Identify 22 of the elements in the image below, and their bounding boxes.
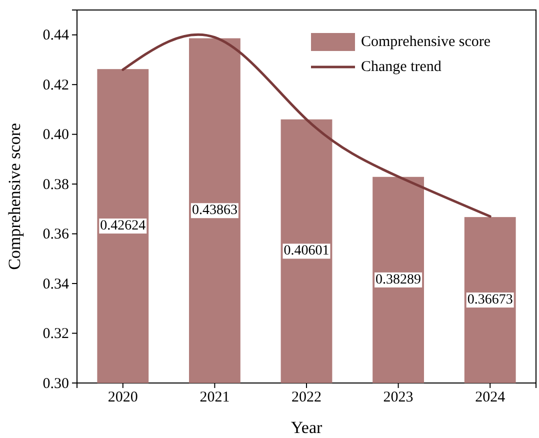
y-tick-label: 0.44 [42,28,70,44]
x-axis-title: Year [290,418,322,437]
data-label: 0.36673 [467,292,513,308]
data-label: 0.42624 [100,218,146,234]
y-tick-label: 0.38 [42,176,69,193]
x-tick-label: 2023 [383,390,414,406]
y-tick-label: 0.36 [42,226,70,243]
y-tick-label: 0.40 [42,127,69,144]
y-tick-label: 0.42 [42,77,69,94]
y-tick-label: 0.32 [42,326,69,342]
y-tick-label: 0.30 [42,376,69,392]
x-tick-label: 2020 [108,390,138,406]
x-tick-label: 2024 [475,390,506,406]
legend-label: Comprehensive score [361,34,491,50]
data-label: 0.38289 [376,272,422,288]
x-tick-label: 2021 [200,390,230,406]
y-tick-label: 0.34 [42,276,70,292]
y-axis-title: Comprehensive score [5,123,24,270]
data-label: 0.40601 [284,244,330,259]
x-tick-label: 2022 [292,390,322,406]
legend-label: Change trend [361,59,442,75]
data-label: 0.43863 [192,203,238,218]
